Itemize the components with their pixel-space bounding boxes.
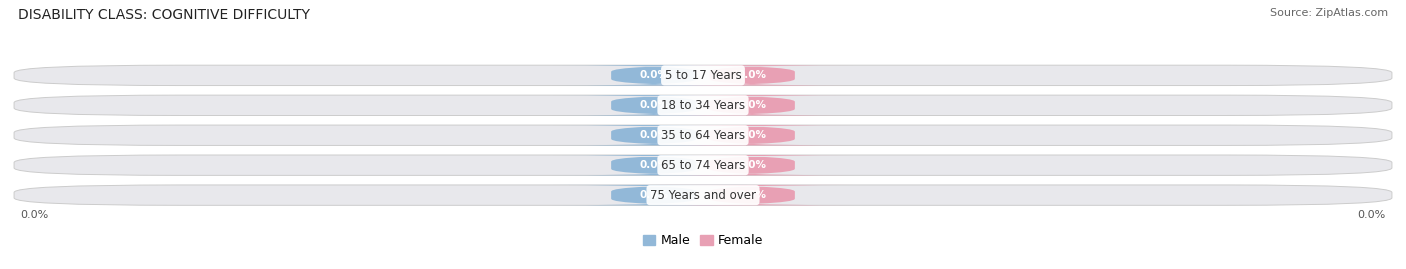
- FancyBboxPatch shape: [651, 125, 853, 146]
- FancyBboxPatch shape: [553, 125, 755, 146]
- Text: DISABILITY CLASS: COGNITIVE DIFFICULTY: DISABILITY CLASS: COGNITIVE DIFFICULTY: [18, 8, 311, 22]
- Text: 0.0%: 0.0%: [640, 160, 668, 170]
- Legend: Male, Female: Male, Female: [638, 229, 768, 252]
- FancyBboxPatch shape: [553, 65, 755, 86]
- Text: 0.0%: 0.0%: [1357, 210, 1385, 220]
- FancyBboxPatch shape: [651, 185, 853, 205]
- FancyBboxPatch shape: [14, 65, 1392, 86]
- Text: 18 to 34 Years: 18 to 34 Years: [661, 99, 745, 112]
- Text: 35 to 64 Years: 35 to 64 Years: [661, 129, 745, 142]
- Text: 5 to 17 Years: 5 to 17 Years: [665, 69, 741, 82]
- Text: 65 to 74 Years: 65 to 74 Years: [661, 159, 745, 172]
- Text: 0.0%: 0.0%: [738, 70, 766, 80]
- Text: 0.0%: 0.0%: [738, 100, 766, 110]
- Text: 0.0%: 0.0%: [640, 100, 668, 110]
- FancyBboxPatch shape: [553, 95, 755, 115]
- Text: 0.0%: 0.0%: [738, 130, 766, 140]
- FancyBboxPatch shape: [14, 185, 1392, 205]
- FancyBboxPatch shape: [553, 155, 755, 175]
- Text: 0.0%: 0.0%: [738, 190, 766, 200]
- Text: 0.0%: 0.0%: [640, 70, 668, 80]
- Text: 0.0%: 0.0%: [640, 190, 668, 200]
- Text: 0.0%: 0.0%: [640, 130, 668, 140]
- FancyBboxPatch shape: [14, 155, 1392, 175]
- FancyBboxPatch shape: [14, 125, 1392, 146]
- FancyBboxPatch shape: [553, 185, 755, 205]
- Text: 75 Years and over: 75 Years and over: [650, 189, 756, 202]
- FancyBboxPatch shape: [651, 65, 853, 86]
- Text: 0.0%: 0.0%: [21, 210, 49, 220]
- Text: 0.0%: 0.0%: [738, 160, 766, 170]
- FancyBboxPatch shape: [651, 155, 853, 175]
- FancyBboxPatch shape: [14, 95, 1392, 115]
- Text: Source: ZipAtlas.com: Source: ZipAtlas.com: [1270, 8, 1388, 18]
- FancyBboxPatch shape: [651, 95, 853, 115]
